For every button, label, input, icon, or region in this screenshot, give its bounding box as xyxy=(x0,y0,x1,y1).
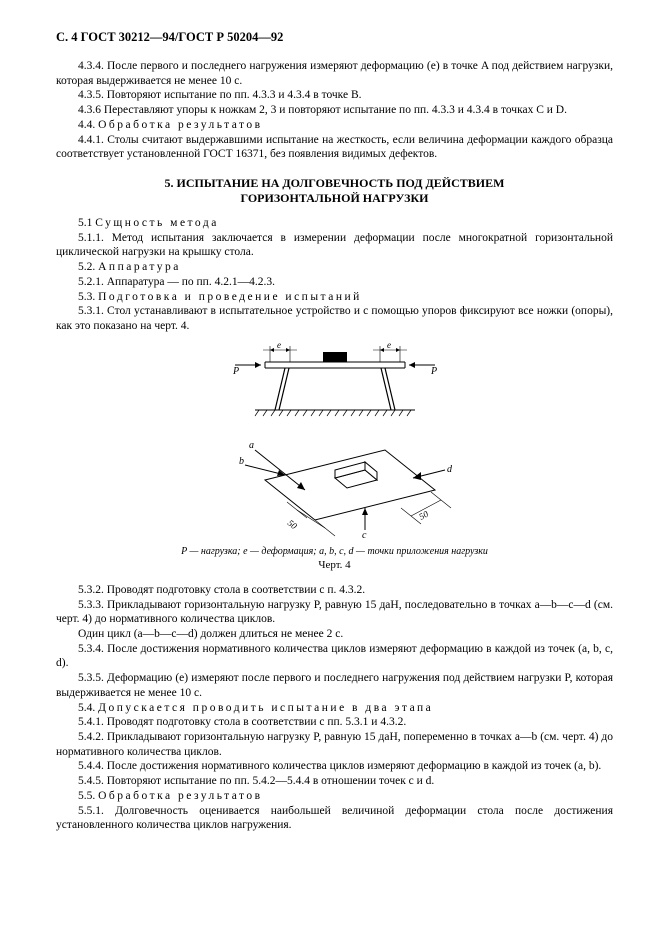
fig-P-right: P xyxy=(430,366,437,377)
para-5-5-num: 5.5. xyxy=(78,790,98,802)
para-5-5: 5.5. Обработка результатов xyxy=(56,789,613,804)
para-5-2: 5.2. Аппаратура xyxy=(56,260,613,275)
figure-4-svg: P P e e xyxy=(215,340,455,540)
para-5-5-title: Обработка результатов xyxy=(98,790,263,802)
fig-a: a xyxy=(249,440,254,451)
para-5-4: 5.4. Допускается проводить испытание в д… xyxy=(56,701,613,716)
fig-b: b xyxy=(239,456,244,467)
page-header: С. 4 ГОСТ 30212—94/ГОСТ Р 50204—92 xyxy=(56,30,613,45)
para-5-3-4: 5.3.4. После достижения нормативного кол… xyxy=(56,642,613,671)
para-4-4-title: Обработка результатов xyxy=(98,119,263,131)
section-5-title: 5. ИСПЫТАНИЕ НА ДОЛГОВЕЧНОСТЬ ПОД ДЕЙСТВ… xyxy=(56,176,613,206)
para-5-5-1: 5.5.1. Долговечность оценивается наиболь… xyxy=(56,804,613,833)
para-5-3-2: 5.3.2. Проводят подготовку стола в соотв… xyxy=(56,583,613,598)
para-5-3-3: 5.3.3. Прикладывают горизонтальную нагру… xyxy=(56,598,613,627)
para-5-3: 5.3. Подготовка и проведение испытаний xyxy=(56,290,613,305)
figure-4-caption: P — нагрузка; e — деформация; a, b, c, d… xyxy=(56,546,613,557)
para-5-3-3b: Один цикл (a—b—c—d) должен длиться не ме… xyxy=(56,627,613,642)
fig-c: c xyxy=(362,530,367,540)
figure-4: P P e e xyxy=(56,340,613,540)
page: С. 4 ГОСТ 30212—94/ГОСТ Р 50204—92 4.3.4… xyxy=(0,0,661,936)
para-5-3-5: 5.3.5. Деформацию (e) измеряют после пер… xyxy=(56,671,613,700)
para-5-2-1: 5.2.1. Аппаратура — по пп. 4.2.1—4.2.3. xyxy=(56,275,613,290)
para-5-4-2: 5.4.2. Прикладывают горизонтальную нагру… xyxy=(56,730,613,759)
para-5-1: 5.1 Сущность метода xyxy=(56,216,613,231)
para-5-4-title: Допускается проводить испытание в два эт… xyxy=(98,702,433,714)
para-4-3-4: 4.3.4. После первого и последнего нагруж… xyxy=(56,59,613,88)
fig-e-right: e xyxy=(387,340,391,350)
para-4-4-1: 4.4.1. Столы считают выдержавшими испыта… xyxy=(56,133,613,162)
para-4-4-num: 4.4. xyxy=(78,119,98,131)
para-5-3-title: Подготовка и проведение испытаний xyxy=(98,291,362,303)
section-5-line1: 5. ИСПЫТАНИЕ НА ДОЛГОВЕЧНОСТЬ ПОД ДЕЙСТВ… xyxy=(165,176,505,190)
fig-P-left: P xyxy=(232,366,239,377)
para-5-1-title: Сущность метода xyxy=(95,217,219,229)
figure-4-label: Черт. 4 xyxy=(56,559,613,571)
para-5-3-1: 5.3.1. Стол устанавливают в испытательно… xyxy=(56,304,613,333)
para-5-2-num: 5.2. xyxy=(78,261,98,273)
para-5-1-num: 5.1 xyxy=(78,217,95,229)
fig-d: d xyxy=(447,464,453,475)
fig-50-2: 50 xyxy=(417,508,430,521)
section-5-line2: ГОРИЗОНТАЛЬНОЙ НАГРУЗКИ xyxy=(241,191,429,205)
para-5-4-4: 5.4.4. После достижения нормативного кол… xyxy=(56,759,613,774)
para-5-4-1: 5.4.1. Проводят подготовку стола в соотв… xyxy=(56,715,613,730)
para-5-2-title: Аппаратура xyxy=(98,261,181,273)
para-4-3-5: 4.3.5. Повторяют испытание по пп. 4.3.3 … xyxy=(56,88,613,103)
para-4-4: 4.4. Обработка результатов xyxy=(56,118,613,133)
para-5-3-num: 5.3. xyxy=(78,291,98,303)
para-5-4-5: 5.4.5. Повторяют испытание по пп. 5.4.2—… xyxy=(56,774,613,789)
fig-50-1: 50 xyxy=(285,517,299,531)
para-4-3-6: 4.3.6 Переставляют упоры к ножкам 2, 3 и… xyxy=(56,103,613,118)
fig-e-left: e xyxy=(277,340,281,350)
para-5-4-num: 5.4. xyxy=(78,702,98,714)
para-5-1-1: 5.1.1. Метод испытания заключается в изм… xyxy=(56,231,613,260)
